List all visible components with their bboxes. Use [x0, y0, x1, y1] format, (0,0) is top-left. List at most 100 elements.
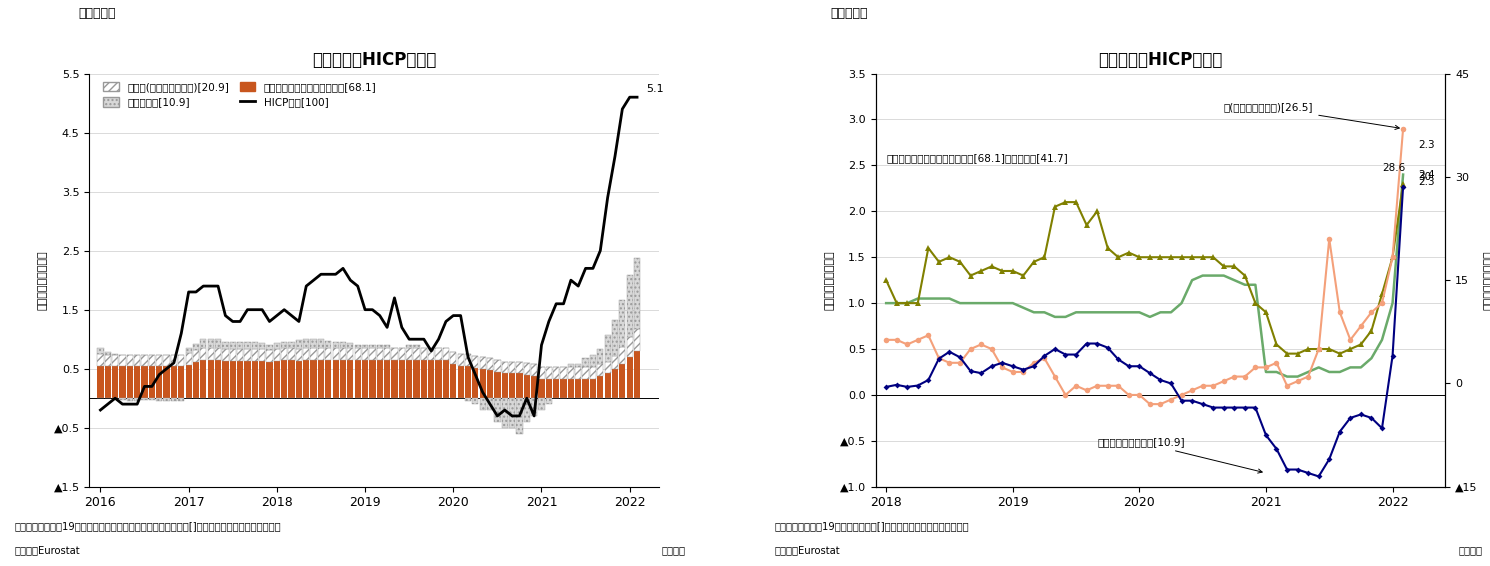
Bar [171, 398, 177, 401]
Bar [149, 355, 155, 366]
Bar [530, 398, 538, 416]
Text: （資料）Eurostat: （資料）Eurostat [15, 546, 80, 556]
Bar [480, 357, 486, 368]
Bar [104, 352, 110, 355]
Bar [164, 355, 170, 366]
Text: エネルギー（右軸）[10.9]: エネルギー（右軸）[10.9] [1097, 438, 1262, 473]
Bar [605, 374, 611, 398]
Bar [244, 361, 250, 398]
Bar [407, 348, 413, 360]
Bar [267, 345, 273, 350]
Text: （月次）: （月次） [1459, 546, 1483, 556]
Bar [590, 379, 596, 398]
Bar [384, 345, 390, 348]
Bar [289, 342, 295, 348]
Bar [590, 355, 596, 367]
Bar [450, 352, 456, 364]
Bar [568, 364, 574, 367]
Bar [510, 374, 516, 398]
Bar [171, 366, 177, 398]
Bar [370, 348, 375, 360]
Bar [597, 349, 603, 364]
Bar [127, 398, 133, 401]
Text: （注）ユーロ圈は19か国、最新月の寄与度は簡易的な試算値、[]内は総合指数に対するウェイト: （注）ユーロ圈は19か国、最新月の寄与度は簡易的な試算値、[]内は総合指数に対す… [15, 521, 282, 531]
Bar [384, 348, 390, 360]
Bar [325, 341, 331, 348]
Bar [164, 366, 170, 398]
Bar [612, 355, 618, 368]
Bar [620, 348, 626, 364]
Bar [480, 398, 486, 410]
Bar [355, 360, 361, 398]
Bar [553, 367, 559, 379]
Bar [472, 355, 478, 367]
Y-axis label: （前年同月比、％）: （前年同月比、％） [39, 250, 48, 310]
Bar [407, 360, 413, 398]
Bar [186, 365, 192, 398]
Bar [392, 348, 398, 360]
Bar [200, 348, 207, 360]
Bar [568, 367, 574, 379]
Bar [274, 349, 280, 361]
Bar [215, 348, 221, 360]
Bar [612, 368, 618, 398]
Bar [179, 355, 185, 366]
Bar [310, 348, 317, 360]
Bar [297, 361, 302, 398]
Bar [274, 361, 280, 398]
Bar [517, 362, 523, 374]
Bar [340, 348, 346, 360]
Bar [620, 300, 626, 348]
Bar [502, 362, 508, 374]
Bar [620, 364, 626, 398]
Bar [134, 355, 140, 366]
Bar [495, 360, 501, 372]
Bar [575, 379, 581, 398]
Bar [538, 379, 545, 398]
Bar [597, 376, 603, 398]
Y-axis label: （前年同月比、％）: （前年同月比、％） [824, 250, 834, 310]
Bar [127, 355, 133, 366]
Bar [244, 342, 250, 349]
Bar [229, 349, 235, 361]
Bar [289, 348, 295, 360]
Y-axis label: （前年同月比、％）: （前年同月比、％） [1483, 250, 1490, 310]
Bar [200, 339, 207, 348]
Bar [428, 348, 435, 360]
Bar [435, 348, 441, 360]
Bar [302, 339, 310, 348]
Bar [428, 360, 435, 398]
Bar [377, 360, 383, 398]
Text: （月次）: （月次） [662, 546, 685, 556]
Text: 30: 30 [1418, 172, 1430, 182]
Bar [545, 367, 551, 379]
Text: （注）ユーロ圈は19か国のデータ、[]内は総合指数に対するウェイト: （注）ユーロ圈は19か国のデータ、[]内は総合指数に対するウェイト [775, 521, 970, 531]
Bar [156, 355, 162, 366]
Bar [119, 366, 125, 398]
Bar [362, 348, 368, 360]
Bar [487, 370, 493, 398]
Bar [97, 366, 103, 398]
Bar [633, 329, 641, 351]
Bar [259, 344, 265, 349]
Text: 2.3: 2.3 [1418, 140, 1435, 150]
Bar [317, 360, 325, 398]
Bar [560, 379, 566, 398]
Bar [134, 366, 140, 398]
Bar [553, 379, 559, 398]
Bar [310, 360, 317, 398]
Bar [207, 339, 215, 348]
Bar [523, 363, 530, 375]
Text: 財(エネルギー除く)[26.5]: 財(エネルギー除く)[26.5] [1223, 102, 1399, 130]
Text: 2.4: 2.4 [1418, 170, 1435, 179]
Bar [347, 348, 353, 360]
Bar [134, 398, 140, 401]
Bar [237, 342, 243, 349]
Bar [317, 339, 325, 348]
Bar [575, 367, 581, 379]
Bar [370, 360, 375, 398]
Bar [97, 348, 103, 354]
Bar [325, 348, 331, 360]
Bar [362, 345, 368, 348]
Bar [612, 320, 618, 355]
